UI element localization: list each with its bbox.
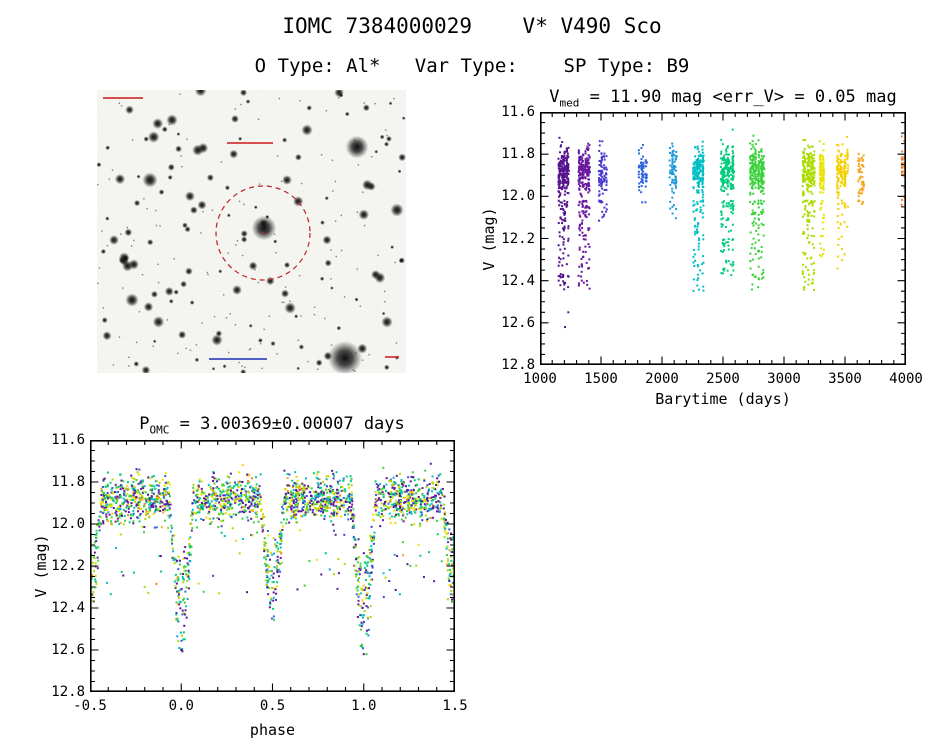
lightcurve-title-prefix: V xyxy=(549,87,560,107)
lightcurve-y-tick-label: 12.4 xyxy=(501,272,535,289)
lightcurve-x-tick-label: 4000 xyxy=(889,371,923,387)
finder-chart-image xyxy=(97,90,406,373)
lightcurve-x-tick-label: 1500 xyxy=(584,371,618,387)
lightcurve-x-tick-label: 2000 xyxy=(645,371,679,387)
lightcurve-xlabel: Barytime (days) xyxy=(655,390,791,408)
lightcurve-x-tick-label: 1000 xyxy=(523,371,557,387)
phase-y-tick-label: 12.8 xyxy=(51,684,85,700)
phase-plot-canvas xyxy=(90,440,455,692)
phase-title-prefix: P xyxy=(139,414,150,434)
phase-y-tick-label: 12.2 xyxy=(51,558,85,574)
lightcurve-x-tick-label: 2500 xyxy=(706,371,740,387)
phase-x-tick-label: 0.0 xyxy=(168,698,194,714)
page-subtitle: O Type: Al* Var Type: SP Type: B9 xyxy=(254,55,690,77)
lightcurve-y-tick-label: 12.8 xyxy=(501,357,535,373)
lightcurve-y-tick-label: 11.8 xyxy=(501,146,535,163)
lightcurve-title-rest: = 11.90 mag <err_V> = 0.05 mag xyxy=(579,87,897,107)
phase-plot-xlabel: phase xyxy=(249,721,296,739)
phase-y-tick-label: 11.6 xyxy=(51,432,85,448)
phase-x-tick-label: -0.5 xyxy=(73,698,107,714)
phase-y-tick-label: 11.8 xyxy=(51,474,85,490)
phase-x-tick-label: 1.0 xyxy=(351,698,377,714)
phase-y-tick-label: 12.6 xyxy=(51,642,85,658)
lightcurve-title-subscript: med xyxy=(559,96,580,110)
lightcurve-y-tick-label: 12.6 xyxy=(501,314,535,331)
phase-y-tick-label: 12.4 xyxy=(51,600,85,616)
lightcurve-y-tick-label: 11.6 xyxy=(501,104,535,120)
lightcurve-x-tick-label: 3500 xyxy=(828,371,862,387)
lightcurve-plot-canvas xyxy=(540,112,906,365)
phase-plot-title: POMC = 3.00369±0.00007 days xyxy=(52,414,492,436)
lightcurve-y-tick-label: 12.2 xyxy=(501,230,535,247)
page-title: IOMC 7384000029 V* V490 Sco xyxy=(282,14,662,38)
phase-title-subscript: OMC xyxy=(149,423,170,437)
lightcurve-title: Vmed = 11.90 mag <err_V> = 0.05 mag xyxy=(503,87,943,109)
phase-y-tick-label: 12.0 xyxy=(51,516,85,532)
lightcurve-x-tick-label: 3000 xyxy=(767,371,801,387)
lightcurve-y-tick-label: 12.0 xyxy=(501,188,535,205)
phase-x-tick-label: 0.5 xyxy=(259,698,286,714)
phase-title-rest: = 3.00369±0.00007 days xyxy=(169,414,405,434)
phase-x-tick-label: 1.5 xyxy=(442,698,468,714)
